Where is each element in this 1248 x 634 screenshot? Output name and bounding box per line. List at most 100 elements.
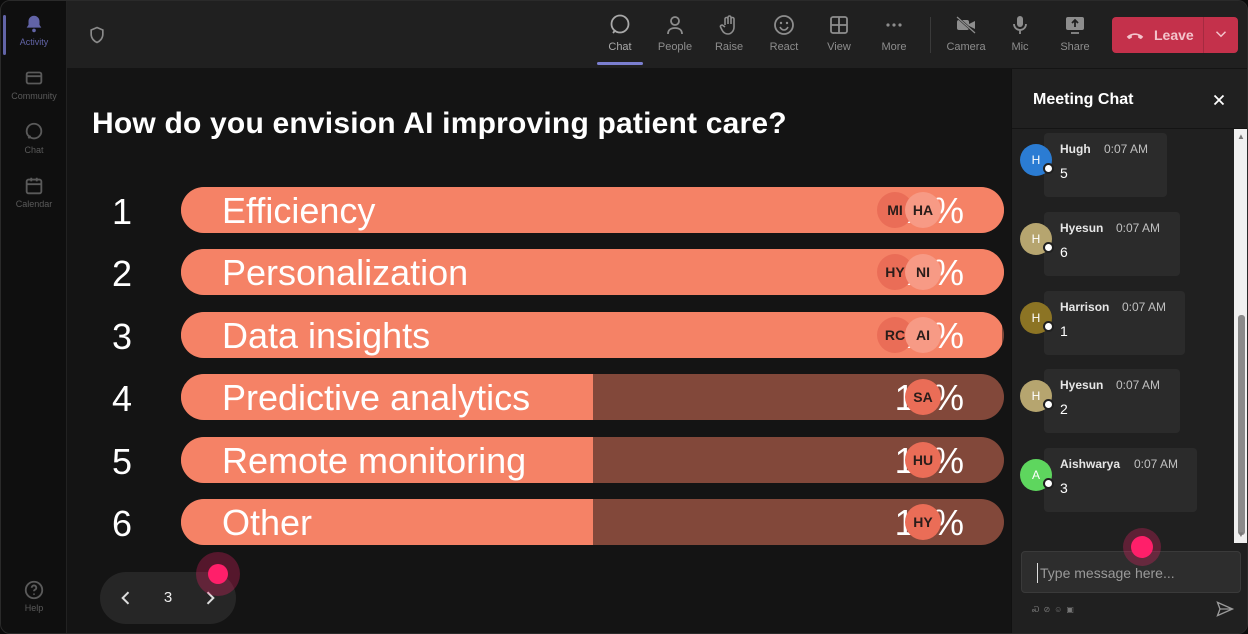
- toolbar-divider: [930, 17, 931, 53]
- chat-avatar[interactable]: H: [1020, 380, 1054, 413]
- chat-message[interactable]: Aishwarya 0:07 AM 3: [1044, 448, 1197, 513]
- chat-avatar[interactable]: H: [1020, 144, 1054, 176]
- react-button[interactable]: React: [759, 13, 809, 61]
- message-text: 2: [1060, 401, 1068, 418]
- chat-avatar[interactable]: H: [1020, 301, 1054, 334]
- scroll-down-icon[interactable]: ▼: [1237, 530, 1245, 539]
- camera-off-icon: [956, 16, 976, 34]
- mic-button[interactable]: Mic: [995, 13, 1045, 61]
- hang-up-icon: [1126, 33, 1144, 40]
- rail-item-chat[interactable]: Chat: [1, 121, 67, 173]
- leave-button[interactable]: Leave: [1112, 17, 1238, 53]
- share-label: Share: [1060, 41, 1090, 53]
- chat-icon: [610, 14, 630, 34]
- presence-status-icon: [1043, 163, 1054, 174]
- option-label: Predictive analytics: [222, 377, 531, 419]
- help-icon: [24, 580, 44, 600]
- chevron-right-icon[interactable]: [200, 588, 220, 608]
- format-icon[interactable]: Ꮝ: [1032, 605, 1040, 614]
- rail-item-activity[interactable]: Activity: [1, 13, 67, 65]
- rail-label: Activity: [19, 37, 49, 47]
- option-label: Other: [222, 502, 313, 543]
- voter-avatar: NI: [905, 254, 941, 291]
- message-time: 0:07 AM: [1104, 142, 1149, 156]
- more-button[interactable]: More: [869, 13, 919, 61]
- rail-item-community[interactable]: Community: [1, 67, 67, 119]
- calendar-icon: [25, 177, 43, 195]
- app-rail: Activity Community Chat Calendar Help: [1, 1, 67, 633]
- result-bar-fill: [181, 499, 593, 545]
- chat-message[interactable]: Hyesun 0:07 AM 6: [1044, 211, 1180, 276]
- rail-item-help[interactable]: Help: [1, 579, 67, 631]
- scroll-up-icon[interactable]: ▲: [1237, 132, 1245, 141]
- chat-message[interactable]: Harrison 0:07 AM 1: [1044, 290, 1185, 355]
- result-bar-fill: [181, 187, 1004, 233]
- chat-divider: [1012, 128, 1247, 129]
- result-bar: Predictive analyticsSA11%: [181, 374, 1004, 421]
- chat-avatar[interactable]: A: [1020, 459, 1054, 492]
- poll-results: How do you envision AI improving patient…: [67, 69, 1011, 633]
- voter-avatar: SA: [905, 379, 941, 416]
- message-input[interactable]: [1037, 563, 1227, 583]
- more-icon: [886, 23, 902, 27]
- message-time: 0:07 AM: [1134, 457, 1179, 472]
- avatar-initial: H: [1031, 231, 1041, 246]
- poll-option-row: 2 PersonalizationHYNI22%: [67, 249, 1011, 297]
- close-icon[interactable]: [1210, 91, 1228, 109]
- presence-status-icon: [1043, 320, 1054, 332]
- camera-button[interactable]: Camera: [941, 13, 991, 61]
- chat-message[interactable]: Hyesun 0:07 AM 2: [1044, 369, 1180, 434]
- result-bar: Data insightsRCAI22%: [181, 311, 1004, 358]
- cursor-indicator: [208, 564, 228, 584]
- chat-scrollbar[interactable]: ▲ ▼: [1234, 129, 1247, 543]
- message-name: Hugh: [1060, 142, 1091, 156]
- gif-icon[interactable]: ▣: [1066, 605, 1074, 614]
- avatar-initial: A: [1031, 468, 1040, 483]
- smile-icon: [774, 15, 794, 35]
- result-bar-fill: [181, 374, 593, 421]
- attach-icon[interactable]: ⊘: [1043, 605, 1051, 614]
- message-text: 5: [1060, 165, 1068, 181]
- result-bar-fill: [181, 249, 1004, 296]
- people-icon: [667, 16, 683, 35]
- poll-question: How do you envision AI improving patient…: [92, 107, 787, 140]
- send-icon[interactable]: [1215, 599, 1235, 619]
- raise-hand-button[interactable]: Raise: [704, 13, 754, 61]
- message-text: 3: [1060, 480, 1068, 497]
- chat-message[interactable]: Hugh 0:07 AM 5: [1044, 133, 1167, 197]
- voter-avatar: HY: [905, 504, 941, 540]
- result-bar: OtherHY11%: [181, 499, 1004, 545]
- result-bar: EfficiencyMIHA23%: [181, 187, 1004, 233]
- rail-item-calendar[interactable]: Calendar: [1, 175, 67, 227]
- voter-avatar: HU: [905, 441, 941, 478]
- grid-icon: [830, 16, 848, 34]
- poll-option-row: 1 EfficiencyMIHA23%: [67, 187, 1011, 235]
- view-button[interactable]: View: [814, 13, 864, 61]
- cursor-indicator: [1131, 536, 1153, 558]
- scroll-thumb[interactable]: [1238, 315, 1245, 535]
- message-name: Hyesun: [1060, 220, 1104, 235]
- chat-button[interactable]: Chat: [595, 13, 645, 65]
- option-label: Remote monitoring: [222, 439, 527, 481]
- shield-icon[interactable]: [87, 25, 107, 45]
- rail-label: Help: [24, 603, 44, 613]
- chat-title: Meeting Chat: [1033, 91, 1134, 108]
- hand-icon: [719, 15, 735, 35]
- people-button[interactable]: People: [650, 13, 700, 61]
- presence-status-icon: [1043, 478, 1054, 490]
- option-rank: 6: [111, 503, 133, 544]
- chevron-down-icon[interactable]: [1212, 25, 1230, 43]
- chat-avatar[interactable]: H: [1020, 222, 1054, 255]
- view-label: View: [827, 41, 851, 53]
- message-name: Aishwarya: [1060, 457, 1121, 472]
- poll-option-row: 6OtherHY11%: [67, 499, 1011, 547]
- chevron-left-icon[interactable]: [116, 588, 136, 608]
- option-label: Personalization: [222, 252, 469, 294]
- community-icon: [25, 71, 43, 85]
- emoji-icon[interactable]: ☺: [1054, 605, 1063, 614]
- share-screen-icon: [1066, 17, 1084, 34]
- share-button[interactable]: Share: [1050, 13, 1100, 61]
- mic-label: Mic: [1011, 41, 1029, 53]
- meeting-chat-panel: Meeting Chat Hugh 0:07 AM 5 H Hyesun 0:07 AM 6…: [1011, 69, 1247, 633]
